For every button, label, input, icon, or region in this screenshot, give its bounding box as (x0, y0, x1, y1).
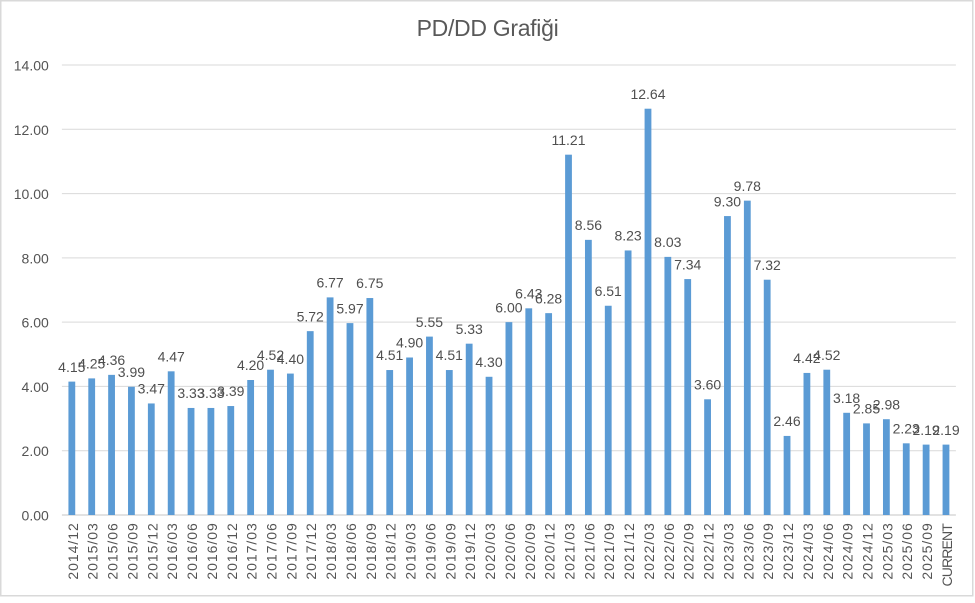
svg-text:2014/12: 2014/12 (65, 523, 81, 580)
svg-text:6.43: 6.43 (515, 286, 542, 302)
svg-text:2023/03: 2023/03 (720, 523, 736, 580)
svg-text:2023/06: 2023/06 (740, 523, 756, 580)
svg-text:4.51: 4.51 (436, 347, 463, 363)
svg-text:2015/06: 2015/06 (105, 523, 121, 580)
svg-text:2016/09: 2016/09 (204, 523, 220, 580)
svg-text:7.32: 7.32 (754, 257, 781, 273)
svg-text:8.00: 8.00 (22, 250, 49, 266)
svg-text:4.00: 4.00 (22, 379, 49, 395)
svg-text:12.00: 12.00 (14, 122, 49, 138)
svg-text:3.47: 3.47 (138, 381, 165, 397)
svg-text:5.97: 5.97 (336, 300, 363, 316)
svg-text:2016/12: 2016/12 (224, 523, 240, 580)
svg-text:5.55: 5.55 (416, 314, 443, 330)
svg-text:2020/03: 2020/03 (482, 523, 498, 580)
svg-text:8.56: 8.56 (575, 217, 602, 233)
svg-text:2019/09: 2019/09 (442, 523, 458, 580)
svg-text:9.78: 9.78 (734, 178, 761, 194)
svg-text:2.46: 2.46 (773, 413, 800, 429)
svg-text:12.64: 12.64 (630, 86, 665, 102)
svg-text:4.15: 4.15 (58, 359, 85, 375)
svg-text:5.72: 5.72 (297, 308, 324, 324)
svg-text:2023/12: 2023/12 (780, 523, 796, 580)
svg-text:4.30: 4.30 (475, 354, 502, 370)
svg-text:3.99: 3.99 (118, 364, 145, 380)
svg-text:6.77: 6.77 (316, 275, 343, 291)
svg-text:2022/12: 2022/12 (701, 523, 717, 580)
svg-text:4.52: 4.52 (813, 347, 840, 363)
svg-text:2021/06: 2021/06 (581, 523, 597, 580)
svg-text:4.90: 4.90 (396, 335, 423, 351)
svg-text:2024/06: 2024/06 (820, 523, 836, 580)
svg-text:11.21: 11.21 (552, 132, 586, 148)
svg-text:7.34: 7.34 (674, 256, 701, 272)
svg-text:2024/03: 2024/03 (800, 523, 816, 580)
svg-text:2015/03: 2015/03 (85, 523, 101, 580)
svg-text:2018/03: 2018/03 (323, 523, 339, 580)
svg-text:2025/09: 2025/09 (919, 523, 935, 580)
svg-text:6.28: 6.28 (535, 290, 562, 306)
svg-text:10.00: 10.00 (14, 186, 49, 202)
svg-text:2019/03: 2019/03 (403, 523, 419, 580)
svg-text:2020/09: 2020/09 (522, 523, 538, 580)
svg-text:2020/06: 2020/06 (502, 523, 518, 580)
svg-text:2023/09: 2023/09 (760, 523, 776, 580)
svg-text:2.19: 2.19 (912, 422, 939, 438)
svg-text:4.25: 4.25 (78, 356, 105, 372)
svg-text:4.40: 4.40 (277, 351, 304, 367)
svg-text:4.52: 4.52 (257, 347, 284, 363)
svg-text:6.51: 6.51 (595, 283, 622, 299)
svg-text:4.51: 4.51 (376, 347, 403, 363)
svg-text:3.39: 3.39 (217, 383, 244, 399)
svg-text:2017/03: 2017/03 (244, 523, 260, 580)
svg-text:2024/09: 2024/09 (840, 523, 856, 580)
svg-text:5.33: 5.33 (456, 321, 483, 337)
svg-text:2.19: 2.19 (932, 422, 959, 438)
svg-text:14.00: 14.00 (14, 58, 49, 74)
svg-text:2015/09: 2015/09 (124, 523, 140, 580)
svg-text:2016/03: 2016/03 (164, 523, 180, 580)
svg-text:2022/06: 2022/06 (661, 523, 677, 580)
svg-text:3.33: 3.33 (177, 385, 204, 401)
svg-text:4.42: 4.42 (793, 350, 820, 366)
svg-text:8.23: 8.23 (614, 228, 641, 244)
svg-text:2018/12: 2018/12 (383, 523, 399, 580)
svg-text:2.00: 2.00 (22, 443, 49, 459)
svg-text:CURRENT: CURRENT (939, 523, 955, 587)
svg-text:2.23: 2.23 (893, 421, 920, 437)
svg-text:2022/09: 2022/09 (681, 523, 697, 580)
svg-text:4.20: 4.20 (237, 357, 264, 373)
svg-text:3.33: 3.33 (197, 385, 224, 401)
svg-text:2016/06: 2016/06 (184, 523, 200, 580)
svg-text:2024/12: 2024/12 (860, 523, 876, 580)
svg-text:9.30: 9.30 (714, 193, 741, 209)
svg-text:2.85: 2.85 (853, 401, 880, 417)
svg-text:4.36: 4.36 (98, 352, 125, 368)
svg-text:2019/12: 2019/12 (462, 523, 478, 580)
svg-text:2017/06: 2017/06 (264, 523, 280, 580)
svg-text:2021/12: 2021/12 (621, 523, 637, 580)
svg-text:2019/06: 2019/06 (422, 523, 438, 580)
svg-text:8.03: 8.03 (654, 234, 681, 250)
svg-text:0.00: 0.00 (22, 508, 49, 524)
svg-text:2025/03: 2025/03 (879, 523, 895, 580)
svg-text:2025/06: 2025/06 (899, 523, 915, 580)
svg-text:2.98: 2.98 (873, 396, 900, 412)
svg-text:PD/DD Grafiği: PD/DD Grafiği (417, 15, 559, 41)
svg-text:6.75: 6.75 (356, 275, 383, 291)
svg-text:2015/12: 2015/12 (144, 523, 160, 580)
svg-text:2022/03: 2022/03 (641, 523, 657, 580)
svg-text:2021/09: 2021/09 (601, 523, 617, 580)
svg-text:2017/12: 2017/12 (303, 523, 319, 580)
svg-text:2018/09: 2018/09 (363, 523, 379, 580)
svg-text:6.00: 6.00 (495, 299, 522, 315)
svg-text:4.47: 4.47 (158, 349, 185, 365)
svg-text:2017/09: 2017/09 (283, 523, 299, 580)
svg-text:2021/03: 2021/03 (562, 523, 578, 580)
svg-text:3.60: 3.60 (694, 377, 721, 393)
svg-text:2018/06: 2018/06 (343, 523, 359, 580)
svg-text:6.00: 6.00 (22, 315, 49, 331)
svg-text:2020/12: 2020/12 (542, 523, 558, 580)
svg-text:3.18: 3.18 (833, 390, 860, 406)
